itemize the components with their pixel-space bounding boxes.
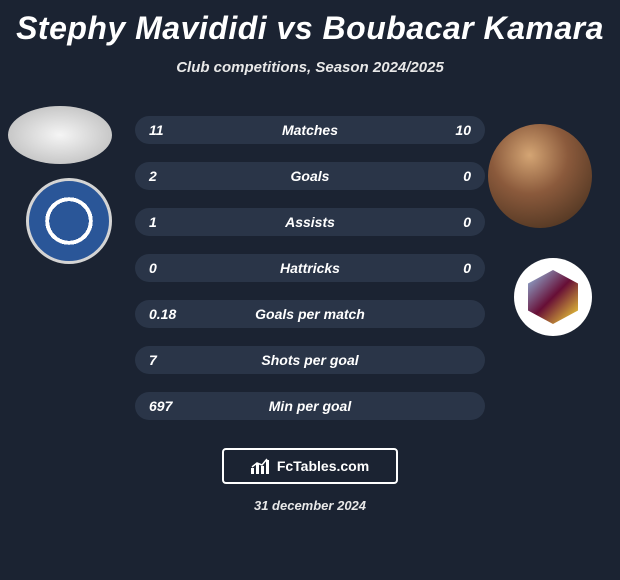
stat-right-value: 0 (463, 168, 471, 184)
stat-left-value: 0.18 (149, 306, 176, 322)
stat-left-value: 697 (149, 398, 172, 414)
stat-right-value: 10 (455, 122, 471, 138)
stat-row-shots-per-goal: 7 Shots per goal (135, 346, 485, 374)
stat-row-goals-per-match: 0.18 Goals per match (135, 300, 485, 328)
chart-icon (251, 458, 271, 474)
stat-label: Goals (291, 168, 330, 184)
stat-label: Matches (282, 122, 338, 138)
stat-left-value: 1 (149, 214, 157, 230)
stat-row-goals: 2 Goals 0 (135, 162, 485, 190)
stat-left-value: 0 (149, 260, 157, 276)
stat-right-value: 0 (463, 214, 471, 230)
stat-label: Assists (285, 214, 335, 230)
date-text: 31 december 2024 (0, 498, 620, 513)
club-badge-left (26, 178, 112, 264)
player-photo-left (8, 106, 112, 164)
stat-left-value: 7 (149, 352, 157, 368)
stat-row-matches: 11 Matches 10 (135, 116, 485, 144)
stat-label: Min per goal (269, 398, 351, 414)
club-badge-right (514, 258, 592, 336)
stat-label: Shots per goal (261, 352, 358, 368)
page-title: Stephy Mavididi vs Boubacar Kamara (0, 0, 620, 47)
stat-right-value: 0 (463, 260, 471, 276)
player-photo-right (488, 124, 592, 228)
footer-site-badge[interactable]: FcTables.com (222, 448, 398, 484)
stat-row-min-per-goal: 697 Min per goal (135, 392, 485, 420)
stat-left-value: 2 (149, 168, 157, 184)
stat-left-value: 11 (149, 122, 164, 138)
stat-row-hattricks: 0 Hattricks 0 (135, 254, 485, 282)
stat-row-assists: 1 Assists 0 (135, 208, 485, 236)
stat-label: Hattricks (280, 260, 340, 276)
stat-label: Goals per match (255, 306, 365, 322)
subtitle: Club competitions, Season 2024/2025 (0, 59, 620, 76)
footer-site-text: FcTables.com (277, 458, 369, 474)
